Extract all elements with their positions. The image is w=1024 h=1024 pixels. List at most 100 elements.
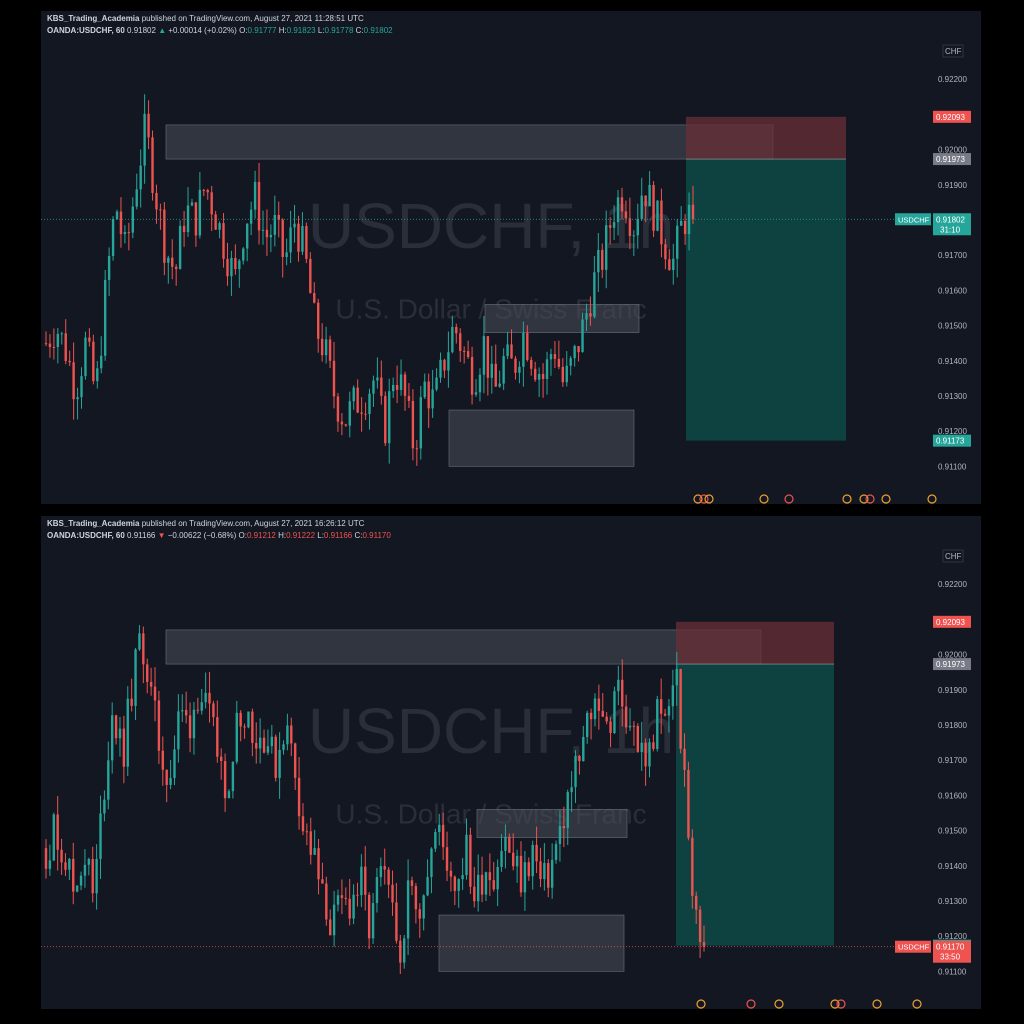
candle-body: [107, 255, 111, 280]
candle-body: [364, 413, 367, 415]
candle-body: [181, 710, 184, 712]
candle-body: [543, 863, 546, 880]
candle-body: [445, 847, 449, 871]
candle-body: [44, 848, 48, 869]
y-tick-label: 0.91900: [938, 181, 967, 190]
candle-body: [352, 387, 355, 402]
current-price-tag-bg: [933, 213, 971, 236]
candle-body: [87, 859, 91, 865]
event-marker-icon: [699, 494, 709, 504]
author-name[interactable]: KBS_Trading_Academia: [47, 519, 140, 528]
y-tick-label: 0.92000: [938, 651, 967, 660]
candle-body: [384, 395, 387, 444]
candle-body: [243, 726, 246, 728]
candle-body: [451, 326, 454, 353]
candle-body: [632, 725, 636, 727]
candle-body: [344, 424, 348, 426]
event-marker-icon: [746, 999, 756, 1009]
candle-body: [220, 756, 223, 762]
candle-body: [605, 716, 608, 722]
candle-body: [570, 787, 573, 793]
candle-body: [519, 855, 523, 893]
candle-body: [383, 866, 386, 870]
candle-body: [613, 691, 616, 734]
candle-body: [597, 698, 601, 711]
candle-body: [628, 218, 632, 236]
candle-body: [278, 749, 281, 778]
candle-body: [313, 293, 316, 303]
current-price-tag: 0.91802: [936, 215, 965, 224]
candle-body: [293, 223, 296, 228]
candle-body: [103, 799, 106, 814]
candle-body: [439, 359, 442, 378]
candle-body: [265, 229, 269, 238]
currency-label: CHF: [945, 47, 962, 56]
candle-body: [455, 326, 458, 334]
symbol-tag: USDCHF: [898, 943, 930, 952]
candle-body: [218, 223, 221, 230]
author-name[interactable]: KBS_Trading_Academia: [47, 14, 140, 23]
candle-body: [202, 189, 206, 191]
event-marker-icon: [859, 494, 869, 504]
candle-body: [628, 725, 632, 728]
candle-body: [329, 919, 332, 936]
candle-body: [143, 113, 146, 166]
candle-body: [422, 895, 425, 919]
candle-body: [328, 339, 332, 361]
candle-body: [262, 737, 266, 753]
candle-body: [648, 184, 651, 207]
candle-body: [582, 736, 585, 762]
candle-body: [186, 205, 190, 233]
candle-body: [531, 844, 534, 877]
candle-body: [340, 895, 344, 898]
candle-body: [146, 664, 149, 683]
candle-body: [585, 313, 588, 320]
candle-body: [601, 249, 604, 270]
candle-body: [115, 211, 119, 219]
candle-body: [484, 872, 488, 895]
candle-body: [668, 259, 671, 271]
candle-body: [340, 421, 344, 425]
watermark-title: USDCHF, 1h: [308, 695, 674, 767]
candle-body: [597, 249, 600, 273]
zone-supply: [165, 629, 762, 665]
candle-body: [585, 712, 589, 737]
y-tick-label: 0.91500: [938, 322, 967, 331]
candle-body: [92, 341, 95, 382]
candle-body: [537, 374, 541, 380]
candle-body: [466, 351, 470, 357]
zone-demand: [448, 409, 635, 467]
candle-body: [492, 880, 495, 890]
candle-body: [130, 698, 133, 706]
candle-body: [212, 703, 215, 718]
candle-body: [459, 333, 462, 351]
candle-body: [227, 791, 231, 799]
candle-body: [178, 225, 182, 270]
chart-panel-1: USDCHF, 1hU.S. Dollar / Swiss Franc0.922…: [41, 11, 981, 504]
candle-body: [508, 836, 511, 853]
candle-body: [474, 392, 478, 395]
candle-body: [449, 870, 453, 877]
candle-body: [577, 346, 580, 353]
candle-body: [157, 700, 161, 751]
stop-price-tag: 0.92093: [936, 113, 965, 122]
stop-price-tag-bg: [933, 110, 971, 123]
candle-body: [506, 344, 509, 357]
candle-body: [222, 223, 225, 259]
entry-price-tag: 0.91973: [936, 660, 965, 669]
candle-body: [324, 339, 328, 356]
candle-body: [530, 359, 533, 369]
candle-body: [375, 877, 379, 904]
entry-price-tag-bg: [933, 658, 971, 671]
candle-body: [48, 860, 52, 869]
y-tick-label: 0.91900: [938, 686, 967, 695]
candle-body: [149, 682, 153, 687]
candle-body: [173, 749, 176, 779]
event-marker-icon: [881, 494, 891, 504]
candle-body: [336, 895, 340, 905]
candle-body: [64, 333, 67, 361]
candle-body: [419, 397, 422, 449]
candle-body: [453, 876, 457, 891]
candle-body: [198, 189, 202, 236]
candle-body: [76, 397, 79, 400]
